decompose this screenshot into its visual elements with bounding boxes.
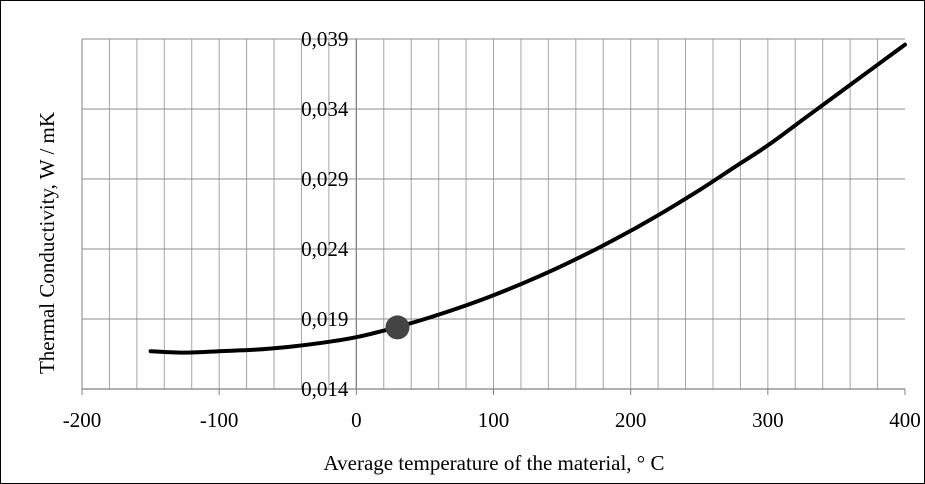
series-line — [148, 42, 907, 355]
y-tick-labels: 0,014 0,019 0,024 0,029 0,034 0,039 — [301, 27, 349, 401]
x-tick-label: 100 — [478, 408, 510, 432]
x-tick-labels: -200 -100 0 100 200 300 400 — [63, 408, 921, 432]
x-tick-label: 400 — [889, 408, 921, 432]
x-tick-label: -100 — [200, 408, 239, 432]
highlight-point — [385, 315, 410, 340]
y-tick-label: 0,024 — [301, 237, 349, 261]
y-tick-label: 0,019 — [301, 307, 348, 331]
y-tick-label: 0,039 — [301, 27, 348, 51]
y-tick-label: 0,014 — [301, 377, 349, 401]
series-layer — [148, 42, 907, 355]
x-axis-title: Average temperature of the material, ° C — [324, 451, 665, 475]
y-tick-label: 0,034 — [301, 97, 349, 121]
x-tick-label: -200 — [63, 408, 102, 432]
x-tick-label: 300 — [752, 408, 784, 432]
x-tick-label: 0 — [351, 408, 362, 432]
grid-lines — [82, 38, 905, 390]
y-tick-label: 0,029 — [301, 167, 348, 191]
axes — [81, 39, 906, 395]
y-axis-title: Thermal Conductivity, W / mK — [35, 112, 59, 374]
x-tick-label: 200 — [615, 408, 647, 432]
